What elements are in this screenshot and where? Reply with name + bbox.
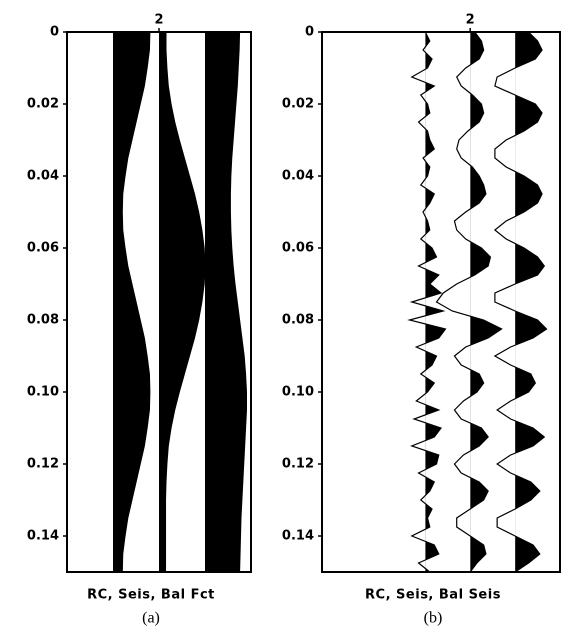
y-tick-label: 0.04 xyxy=(27,169,59,184)
wiggle-fill xyxy=(113,32,150,572)
x-axis-label: RC, Seis, Bal Fct xyxy=(87,588,215,603)
y-tick-label: 0.08 xyxy=(282,313,314,328)
y-tick-label: 0.10 xyxy=(27,385,59,400)
wiggle-fill xyxy=(205,32,247,572)
y-tick-label: 0.14 xyxy=(27,529,59,544)
y-tick-label: 0.06 xyxy=(27,241,59,256)
x-tick-label: 2 xyxy=(154,13,163,28)
wiggle-line xyxy=(229,31,247,573)
plot-frame xyxy=(66,31,252,573)
caption: (b) xyxy=(424,610,443,627)
wiggle-line xyxy=(493,31,548,573)
wiggle-fill xyxy=(159,32,205,572)
wiggle-line xyxy=(164,32,206,572)
y-tick-label: 0.02 xyxy=(282,97,314,112)
y-tick-label: 0.10 xyxy=(282,385,314,400)
caption: (a) xyxy=(142,610,160,627)
y-tick-label: 0.14 xyxy=(282,529,314,544)
y-tick-label: 0 xyxy=(50,25,59,40)
y-tick-label: 0.04 xyxy=(282,169,314,184)
wiggle-line xyxy=(435,31,503,573)
plot-frame xyxy=(321,31,561,573)
x-axis-label: RC, Seis, Bal Seis xyxy=(365,588,501,603)
y-tick-label: 0.02 xyxy=(27,97,59,112)
wiggle-line xyxy=(121,31,151,573)
y-tick-label: 0.12 xyxy=(27,457,59,472)
wiggle-line xyxy=(407,31,447,573)
y-tick-label: 0.06 xyxy=(282,241,314,256)
wiggle-fill xyxy=(425,32,446,572)
wiggle-fill xyxy=(515,32,547,572)
y-tick-label: 0.12 xyxy=(282,457,314,472)
y-tick-label: 0 xyxy=(305,25,314,40)
y-tick-label: 0.08 xyxy=(27,313,59,328)
wiggle-fill xyxy=(470,32,502,572)
x-tick-label: 2 xyxy=(466,13,475,28)
